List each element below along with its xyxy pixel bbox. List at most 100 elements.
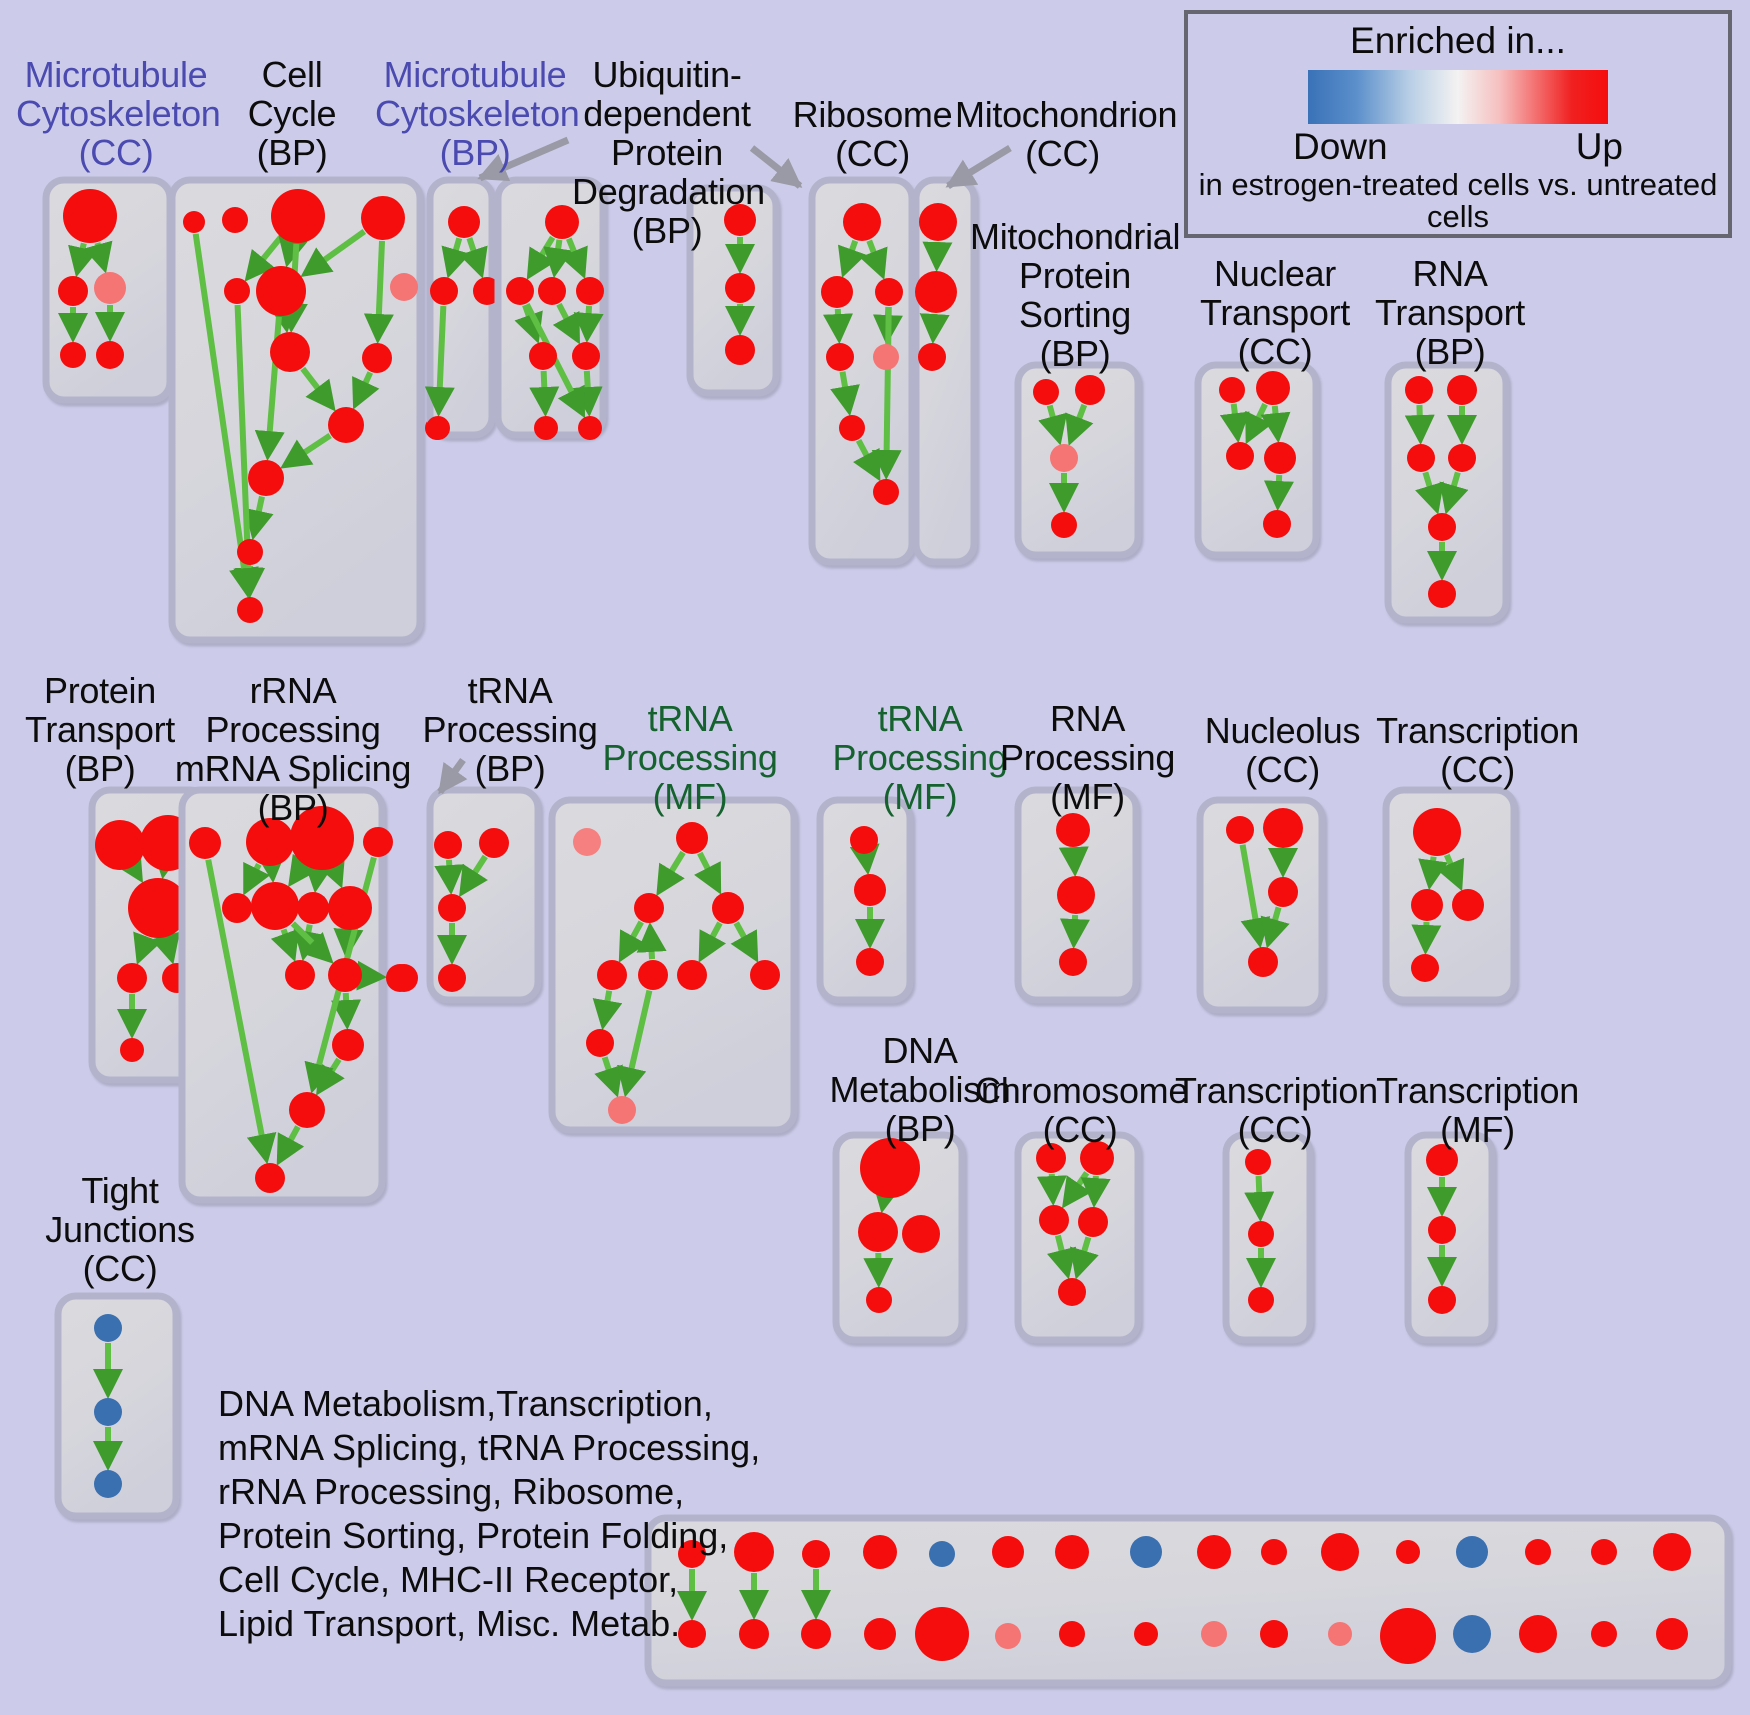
- network-node[interactable]: [915, 271, 957, 313]
- network-node[interactable]: [1260, 1620, 1288, 1648]
- network-node[interactable]: [332, 1029, 364, 1061]
- network-node[interactable]: [1078, 1207, 1108, 1237]
- network-node[interactable]: [1328, 1622, 1352, 1646]
- network-node[interactable]: [725, 273, 755, 303]
- network-node[interactable]: [573, 828, 601, 856]
- network-node[interactable]: [270, 332, 310, 372]
- network-node[interactable]: [919, 203, 957, 241]
- network-node[interactable]: [1656, 1618, 1688, 1650]
- network-node[interactable]: [576, 277, 604, 305]
- network-node[interactable]: [843, 203, 881, 241]
- network-node[interactable]: [438, 964, 466, 992]
- network-node[interactable]: [676, 822, 708, 854]
- network-node[interactable]: [60, 342, 86, 368]
- network-node[interactable]: [929, 1541, 955, 1567]
- network-node[interactable]: [222, 893, 252, 923]
- network-node[interactable]: [328, 886, 372, 930]
- network-node[interactable]: [724, 204, 756, 236]
- network-node[interactable]: [94, 1470, 122, 1498]
- network-node[interactable]: [712, 892, 744, 924]
- network-node[interactable]: [1426, 1144, 1458, 1176]
- network-node[interactable]: [802, 1540, 830, 1568]
- network-node[interactable]: [1036, 1143, 1066, 1173]
- network-node[interactable]: [1428, 1216, 1456, 1244]
- network-node[interactable]: [750, 960, 780, 990]
- network-node[interactable]: [1447, 375, 1477, 405]
- network-node[interactable]: [237, 539, 263, 565]
- network-node[interactable]: [362, 343, 392, 373]
- network-node[interactable]: [1452, 889, 1484, 921]
- network-node[interactable]: [95, 820, 145, 870]
- network-node[interactable]: [271, 189, 325, 243]
- network-node[interactable]: [1058, 1278, 1086, 1306]
- network-node[interactable]: [506, 277, 534, 305]
- network-node[interactable]: [1591, 1539, 1617, 1565]
- network-node[interactable]: [801, 1619, 831, 1649]
- network-node[interactable]: [58, 276, 88, 306]
- network-node[interactable]: [363, 827, 393, 857]
- network-node[interactable]: [448, 206, 480, 238]
- network-node[interactable]: [1130, 1536, 1162, 1568]
- network-node[interactable]: [251, 882, 299, 930]
- network-node[interactable]: [1413, 808, 1461, 856]
- network-node[interactable]: [529, 342, 557, 370]
- network-node[interactable]: [222, 207, 248, 233]
- network-node[interactable]: [128, 878, 188, 938]
- network-node[interactable]: [255, 1163, 285, 1193]
- network-node[interactable]: [854, 874, 886, 906]
- network-node[interactable]: [826, 343, 854, 371]
- network-node[interactable]: [873, 479, 899, 505]
- network-node[interactable]: [285, 960, 315, 990]
- network-node[interactable]: [328, 407, 364, 443]
- network-node[interactable]: [1051, 512, 1077, 538]
- network-node[interactable]: [426, 416, 450, 440]
- network-node[interactable]: [863, 1535, 897, 1569]
- network-node[interactable]: [289, 1092, 325, 1128]
- network-node[interactable]: [1263, 510, 1291, 538]
- network-node[interactable]: [246, 818, 294, 866]
- network-node[interactable]: [1519, 1615, 1557, 1653]
- network-node[interactable]: [677, 960, 707, 990]
- network-node[interactable]: [248, 460, 284, 496]
- network-node[interactable]: [1428, 513, 1456, 541]
- network-node[interactable]: [256, 266, 306, 316]
- network-node[interactable]: [860, 1138, 920, 1198]
- network-node[interactable]: [1453, 1615, 1491, 1653]
- network-node[interactable]: [237, 597, 263, 623]
- network-node[interactable]: [902, 1215, 940, 1253]
- network-node[interactable]: [63, 189, 117, 243]
- network-node[interactable]: [1033, 379, 1059, 405]
- network-node[interactable]: [1525, 1539, 1551, 1565]
- network-node[interactable]: [915, 1607, 969, 1661]
- network-node[interactable]: [725, 335, 755, 365]
- network-node[interactable]: [1050, 444, 1078, 472]
- network-node[interactable]: [1411, 954, 1439, 982]
- network-node[interactable]: [1380, 1608, 1436, 1664]
- network-node[interactable]: [821, 276, 853, 308]
- network-node[interactable]: [534, 416, 558, 440]
- network-node[interactable]: [678, 1540, 706, 1568]
- network-node[interactable]: [430, 277, 458, 305]
- network-node[interactable]: [1411, 889, 1443, 921]
- network-node[interactable]: [734, 1532, 774, 1572]
- network-node[interactable]: [1226, 816, 1254, 844]
- network-node[interactable]: [1405, 376, 1433, 404]
- network-node[interactable]: [94, 1314, 122, 1342]
- network-node[interactable]: [297, 892, 329, 924]
- network-node[interactable]: [290, 806, 354, 870]
- network-node[interactable]: [479, 828, 509, 858]
- network-node[interactable]: [1055, 1535, 1089, 1569]
- network-node[interactable]: [1080, 1141, 1114, 1175]
- network-node[interactable]: [1248, 947, 1278, 977]
- network-node[interactable]: [864, 1618, 896, 1650]
- network-node[interactable]: [545, 205, 579, 239]
- network-node[interactable]: [328, 958, 362, 992]
- network-node[interactable]: [578, 416, 602, 440]
- network-node[interactable]: [94, 272, 126, 304]
- network-node[interactable]: [875, 278, 903, 306]
- network-node[interactable]: [858, 1212, 898, 1252]
- network-node[interactable]: [1248, 1221, 1274, 1247]
- network-node[interactable]: [1448, 444, 1476, 472]
- network-node[interactable]: [1226, 442, 1254, 470]
- network-node[interactable]: [434, 831, 462, 859]
